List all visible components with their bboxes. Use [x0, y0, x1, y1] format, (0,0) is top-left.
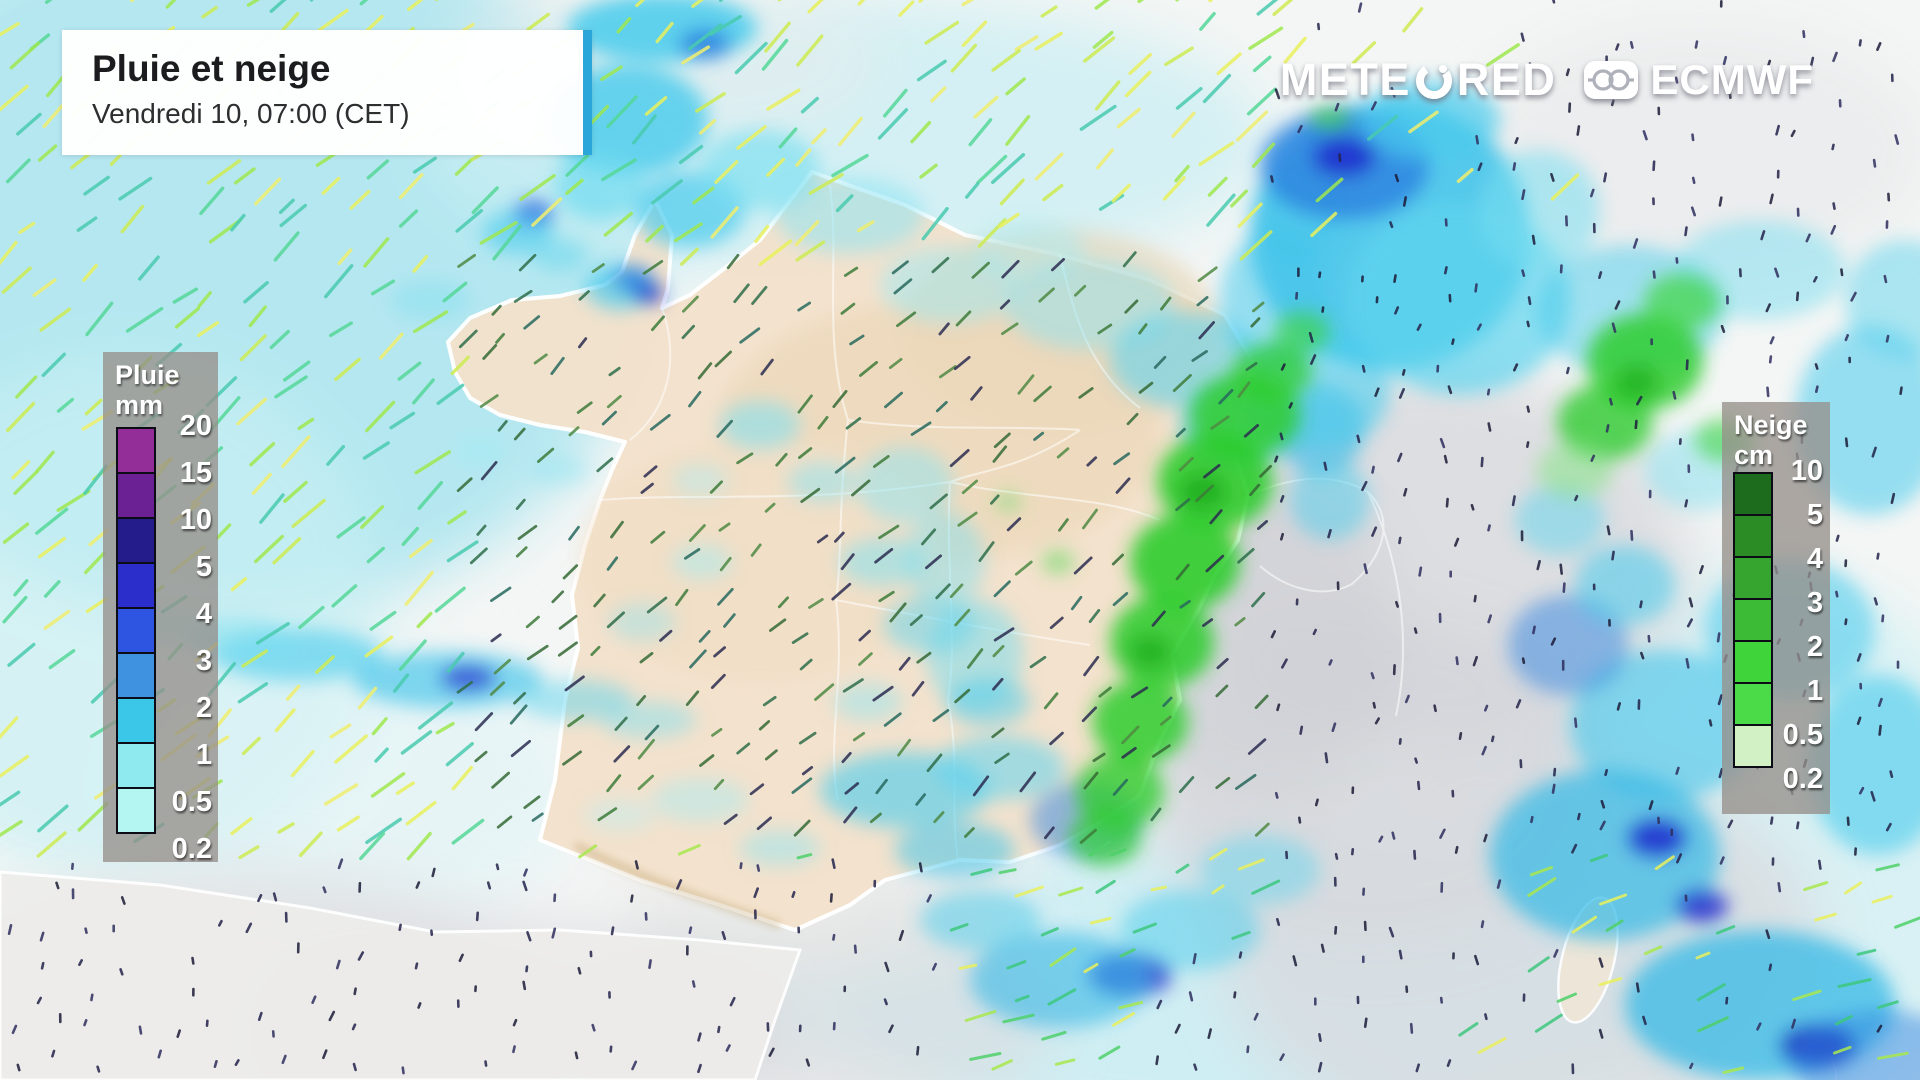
legend-swatch [116, 697, 156, 744]
legend-level-label: 2 [195, 692, 212, 724]
legend-swatch [1733, 514, 1773, 558]
legend-swatch [116, 652, 156, 699]
meteored-text-prefix: METE [1279, 54, 1411, 105]
legend-swatch [116, 427, 156, 474]
legend-level-label: 0.5 [1782, 719, 1823, 751]
legend-level-label: 15 [179, 457, 212, 489]
legend-level-label: 2 [1806, 631, 1823, 663]
legend-level-label: 0.2 [1782, 763, 1823, 795]
france-landmass [446, 170, 1619, 1024]
legend-level-label: 5 [195, 551, 212, 583]
ecmwf-logo: ECMWF [1582, 56, 1814, 104]
rain-legend-unit: mm [115, 390, 164, 421]
rain-legend-title: Pluie mm [103, 352, 218, 420]
rain-color-scale [116, 427, 156, 834]
legend-level-label: 20 [179, 410, 212, 442]
branding: METE RED ECMWF [1280, 54, 1814, 106]
legend-swatch [1733, 724, 1773, 768]
legend-level-label: 10 [1790, 455, 1823, 487]
snow-legend-name: Neige [1734, 410, 1808, 440]
rain-legend: Pluie mm 20 15 10 5 4 3 2 1 0.5 0.2 [103, 352, 218, 865]
meteored-text-suffix: RED [1456, 54, 1557, 105]
legend-level-label: 4 [195, 598, 212, 630]
legend-level-label: 1 [1806, 675, 1823, 707]
legend-swatch [116, 517, 156, 564]
legend-level-label: 10 [179, 504, 212, 536]
ecmwf-icon [1584, 61, 1639, 99]
snow-legend: Neige cm 10 5 4 3 2 1 0.5 0.2 [1722, 402, 1830, 814]
legend-level-label: 1 [195, 739, 212, 771]
snow-legend-unit: cm [1734, 440, 1774, 471]
page-title: Pluie et neige [92, 48, 331, 89]
legend-swatch [116, 607, 156, 654]
snow-legend-title: Neige cm [1722, 402, 1830, 470]
legend-level-label: 3 [195, 645, 212, 677]
legend-level-label: 0.5 [171, 786, 212, 818]
forecast-title-card: Pluie et neige Vendredi 10, 07:00 (CET) [62, 30, 592, 155]
legend-swatch [1733, 556, 1773, 600]
forecast-datetime: Vendredi 10, 07:00 (CET) [92, 98, 410, 130]
pyrenees-ridge [573, 841, 782, 929]
legend-level-label: 4 [1806, 543, 1823, 575]
legend-swatch [116, 562, 156, 609]
legend-swatch [1733, 598, 1773, 642]
legend-swatch [1733, 640, 1773, 684]
legend-level-label: 0.2 [171, 833, 212, 865]
snow-color-scale [1733, 472, 1773, 768]
legend-swatch [116, 472, 156, 519]
meteored-logo: METE RED [1280, 54, 1557, 106]
ecmwf-text: ECMWF [1650, 56, 1814, 103]
legend-level-label: 3 [1806, 587, 1823, 619]
legend-swatch [116, 787, 156, 834]
meteored-o-icon [1415, 63, 1452, 99]
legend-swatch [1733, 472, 1773, 516]
legend-swatch [1733, 682, 1773, 726]
legend-swatch [116, 742, 156, 789]
legend-level-label: 5 [1806, 499, 1823, 531]
rain-legend-name: Pluie [115, 360, 180, 390]
